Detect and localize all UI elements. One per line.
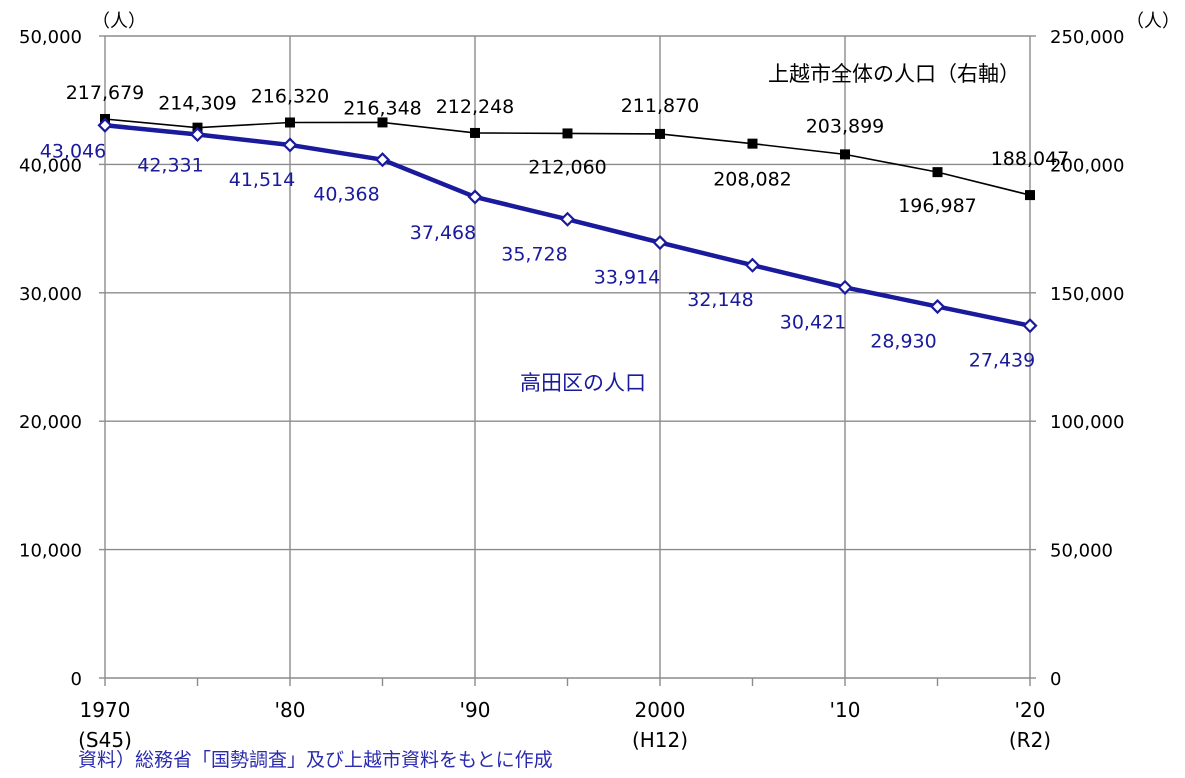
left-y-tick-label: 10,000: [19, 541, 82, 562]
left-axis-unit: （人）: [92, 11, 146, 32]
data-label-takada: 28,930: [870, 331, 936, 353]
point-takada: [837, 279, 853, 295]
right-y-tick-label: 0: [1050, 669, 1061, 690]
tick-labels: 0 0 10,000 50,000 20,000 100,000 30,000 150,000…: [19, 11, 1180, 752]
point-takada: [929, 298, 946, 315]
series-markers: [97, 114, 1038, 334]
point-takada: [97, 117, 113, 133]
right-axis-unit: （人）: [1126, 11, 1180, 32]
right-y-tick-label: 150,000: [1050, 284, 1124, 305]
right-y-tick-label: 50,000: [1050, 541, 1113, 562]
data-label-city-total: 216,348: [343, 97, 422, 119]
series-names: 上越市全体の人口（右軸） 高田区の人口: [520, 62, 1020, 395]
grid: [104, 35, 1031, 679]
source-note: 資料）総務省「国勢調査」及び上越市資料をもとに作成: [78, 749, 553, 771]
point-takada: [282, 137, 298, 153]
data-label-takada: 32,148: [687, 289, 753, 311]
x-tick-label: '90: [460, 698, 491, 722]
data-label-city-total: 211,870: [621, 95, 700, 117]
data-label-takada: 42,331: [137, 154, 203, 176]
point-takada: [744, 257, 761, 273]
data-label-city-total: 212,060: [528, 156, 607, 178]
point-takada: [559, 211, 576, 227]
x-tick-label: '10: [830, 698, 861, 722]
data-label-city-total: 203,899: [806, 115, 885, 137]
data-label-takada: 41,514: [229, 169, 295, 191]
left-y-tick-label: 40,000: [19, 155, 82, 176]
data-label-city-total: 214,309: [158, 93, 237, 115]
data-label-takada: 35,728: [501, 243, 567, 265]
right-y-tick-label: 100,000: [1050, 412, 1124, 433]
right-y-tick-label: 250,000: [1050, 27, 1124, 48]
x-tick-label: (S45): [78, 728, 132, 752]
x-tick-label: 1970: [80, 698, 131, 722]
x-tick-label: (R2): [1009, 728, 1051, 752]
x-tick-label: '80: [275, 698, 306, 722]
data-label-takada: 43,046: [40, 140, 106, 162]
data-label-takada: 30,421: [780, 311, 846, 333]
point-takada: [189, 126, 206, 143]
point-takada: [374, 152, 391, 168]
left-y-tick-label: 50,000: [19, 27, 82, 48]
series-name-takada: 高田区の人口: [520, 371, 646, 395]
data-labels: 217,679 214,309 216,320 216,348 212,248 212,0…: [40, 82, 1070, 372]
right-y-tick-label: 200,000: [1050, 155, 1124, 176]
point-city-total: [655, 128, 665, 139]
point-city-total: [470, 127, 480, 138]
data-label-city-total: 188,047: [991, 148, 1070, 170]
series-name-city-total: 上越市全体の人口（右軸）: [768, 62, 1020, 86]
point-city-total: [932, 167, 943, 178]
left-y-tick-label: 0: [71, 669, 82, 690]
left-y-tick-label: 30,000: [19, 284, 82, 305]
data-label-takada: 37,468: [410, 222, 476, 244]
data-label-city-total: 212,248: [436, 96, 515, 118]
point-city-total: [285, 117, 295, 128]
data-label-takada: 33,914: [594, 267, 660, 289]
x-tick-label: '20: [1015, 698, 1046, 722]
point-city-total: [377, 117, 388, 128]
point-city-total: [840, 149, 850, 160]
point-city-total: [562, 128, 573, 139]
data-label-city-total: 216,320: [251, 85, 330, 107]
point-takada: [1022, 318, 1038, 334]
data-label-city-total: 196,987: [898, 195, 977, 217]
data-label-city-total: 217,679: [66, 82, 145, 104]
point-takada: [467, 189, 483, 205]
data-label-city-total: 208,082: [713, 169, 792, 191]
data-label-takada: 40,368: [313, 184, 379, 206]
point-takada: [652, 234, 668, 251]
point-city-total: [1025, 190, 1035, 201]
data-label-takada: 27,439: [969, 350, 1035, 372]
axes: [99, 35, 1036, 686]
x-tick-label: 2000: [635, 698, 686, 722]
x-tick-label: (H12): [632, 728, 688, 752]
point-city-total: [747, 138, 758, 149]
left-y-tick-label: 20,000: [19, 412, 82, 433]
